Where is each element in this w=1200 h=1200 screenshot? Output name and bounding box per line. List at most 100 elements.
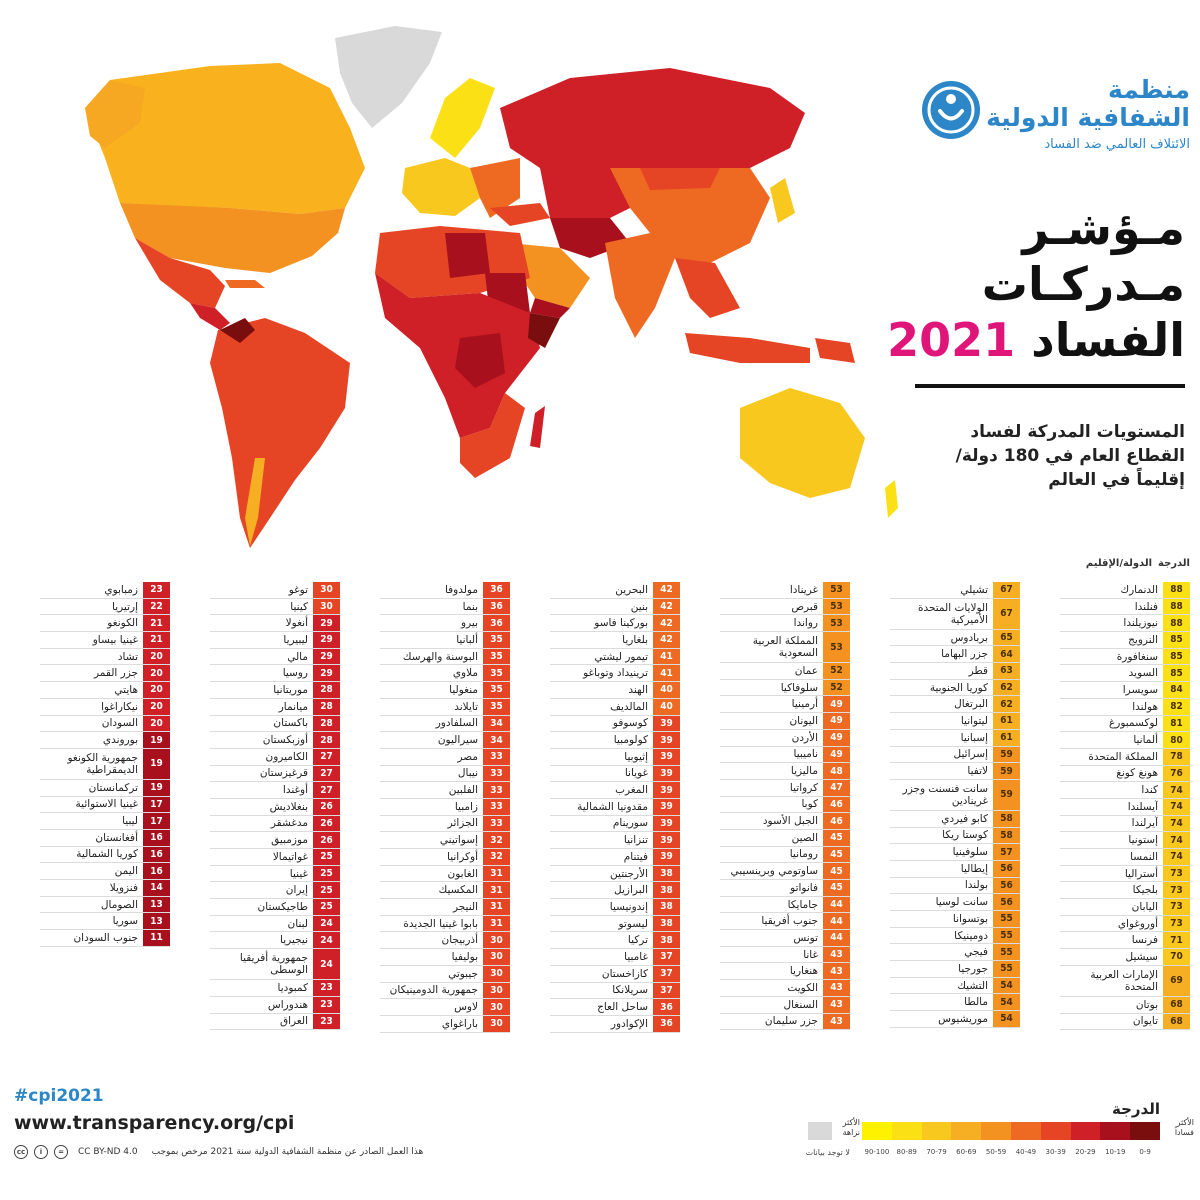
country-name: توغو bbox=[288, 583, 308, 596]
score-badge: 88 bbox=[1163, 615, 1190, 632]
score-badge: 46 bbox=[823, 813, 850, 829]
score-badge: 70 bbox=[1163, 949, 1190, 965]
table-row: 19 تركمانستان bbox=[40, 779, 170, 797]
hashtag: #cpi2021 bbox=[14, 1086, 104, 1106]
country-name: منغوليا bbox=[449, 683, 478, 696]
score-badge: 34 bbox=[483, 715, 510, 732]
score-badge: 85 bbox=[1163, 665, 1190, 682]
score-badge: 74 bbox=[1163, 798, 1190, 815]
table-row: 23 زمبابوي bbox=[40, 582, 170, 599]
country-name: إسرائيل bbox=[953, 748, 988, 761]
score-badge: 41 bbox=[653, 665, 680, 682]
map-mongolia bbox=[640, 168, 720, 190]
score-badge: 55 bbox=[993, 911, 1020, 927]
score-badge: 82 bbox=[1163, 698, 1190, 715]
score-badge: 16 bbox=[143, 829, 170, 846]
score-badge: 25 bbox=[313, 882, 340, 899]
table-row: 43 هنغاريا bbox=[720, 963, 850, 981]
title-line2: مـدركـات bbox=[981, 257, 1185, 311]
legend-bin-label: 70-79 bbox=[926, 1148, 947, 1156]
score-badge: 38 bbox=[653, 915, 680, 932]
table-row: 28 باكستان bbox=[210, 715, 340, 733]
table-row: 38 إندونيسيا bbox=[550, 899, 680, 916]
country-name: بوروندي bbox=[102, 734, 138, 747]
country-name: الهند bbox=[628, 683, 648, 696]
score-badge: 88 bbox=[1163, 582, 1190, 598]
map-greenland bbox=[335, 26, 442, 128]
map-china bbox=[610, 168, 770, 263]
table-row: 13 سوريا bbox=[40, 913, 170, 931]
country-name: إيران bbox=[285, 884, 308, 897]
score-badge: 53 bbox=[823, 598, 850, 615]
table-row: 36 بيرو bbox=[380, 615, 510, 633]
country-name: موريشيوس bbox=[938, 1012, 988, 1025]
country-name: النمسا bbox=[1130, 850, 1158, 863]
table-row: 33 زامبيا bbox=[380, 798, 510, 816]
score-badge: 30 bbox=[313, 598, 340, 615]
table-row: 68 بوتان bbox=[1060, 996, 1190, 1014]
country-name: بابوا غينيا الجديدة bbox=[403, 917, 478, 930]
country-name: تركيا bbox=[627, 934, 648, 947]
country-name: كوبا bbox=[801, 798, 818, 811]
score-badge: 65 bbox=[993, 629, 1020, 646]
country-name: أرمينيا bbox=[791, 698, 818, 711]
country-name: الولايات المتحدة الأميركية bbox=[917, 601, 988, 626]
score-badge: 42 bbox=[653, 632, 680, 648]
score-badge: 74 bbox=[1163, 832, 1190, 848]
score-badge: 20 bbox=[143, 715, 170, 732]
table-row: 43 جزر سليمان bbox=[720, 1013, 850, 1031]
country-name: تونس bbox=[793, 931, 818, 944]
table-row: 53 غرينادا bbox=[720, 582, 850, 599]
country-name: بوليفيا bbox=[451, 950, 478, 963]
score-badge: 39 bbox=[653, 815, 680, 832]
table-row: 80 ألمانيا bbox=[1060, 732, 1190, 749]
country-name: جمهورية الكونغو الديمقراطية bbox=[67, 751, 138, 776]
table-row: 46 كوبا bbox=[720, 796, 850, 814]
table-row: 44 تونس bbox=[720, 930, 850, 947]
table-row: 24 جمهورية أفريقيا الوسطى bbox=[210, 949, 340, 981]
table-row: 36 بنما bbox=[380, 598, 510, 616]
map-canada bbox=[85, 63, 365, 214]
table-row: 32 أوكرانيا bbox=[380, 849, 510, 866]
table-row: 85 السويد bbox=[1060, 665, 1190, 683]
table-row: 62 البرتغال bbox=[890, 696, 1020, 714]
country-name: غرينادا bbox=[789, 583, 818, 596]
score-badge: 30 bbox=[483, 965, 510, 982]
subtitle-line1: المستويات المدركة لفساد bbox=[970, 422, 1185, 442]
legend-bin-label: 80-89 bbox=[896, 1148, 917, 1156]
score-badge: 26 bbox=[313, 832, 340, 848]
country-name: بوتان bbox=[1135, 998, 1158, 1011]
table-row: 59 لاتفيا bbox=[890, 763, 1020, 780]
map-new-zealand bbox=[885, 480, 898, 518]
table-row: 27 قرغيزستان bbox=[210, 765, 340, 783]
score-badge: 53 bbox=[823, 582, 850, 598]
country-name: نيكاراغوا bbox=[101, 700, 138, 713]
table-row: 54 مالطا bbox=[890, 994, 1020, 1012]
score-badge: 56 bbox=[993, 877, 1020, 894]
country-name: عمان bbox=[794, 664, 818, 677]
score-badge: 21 bbox=[143, 632, 170, 648]
score-badge: 53 bbox=[823, 615, 850, 632]
legend-no-data-swatch bbox=[808, 1122, 832, 1140]
table-row: 88 الدنمارك bbox=[1060, 582, 1190, 599]
country-name: قرغيزستان bbox=[259, 767, 308, 780]
table-row: 45 رومانيا bbox=[720, 846, 850, 864]
title-divider bbox=[915, 384, 1185, 388]
score-badge: 16 bbox=[143, 863, 170, 879]
license-text: هذا العمل الصادر عن منظمة الشفافية الدول… bbox=[151, 1147, 424, 1157]
legend-color-scale bbox=[862, 1122, 1160, 1140]
score-badge: 52 bbox=[823, 679, 850, 696]
legend-labels: 90-100 80-89 70-79 60-69 50-59 40-49 30-39 20-2… bbox=[862, 1148, 1160, 1156]
website-url[interactable]: www.transparency.org/cpi bbox=[14, 1112, 295, 1134]
country-name: مقدونيا الشمالية bbox=[577, 800, 648, 813]
table-row: 37 غامبيا bbox=[550, 949, 680, 966]
table-row: 39 كوسوفو bbox=[550, 715, 680, 733]
country-name: جزر البهاما bbox=[941, 648, 988, 661]
score-badge: 37 bbox=[653, 965, 680, 982]
table-row: 28 موريتانيا bbox=[210, 682, 340, 699]
score-badge: 33 bbox=[483, 748, 510, 765]
table-row: 68 تايوان bbox=[1060, 1013, 1190, 1031]
map-southern-africa bbox=[460, 393, 525, 478]
score-badge: 24 bbox=[313, 949, 340, 980]
country-name: قطر bbox=[968, 664, 988, 677]
